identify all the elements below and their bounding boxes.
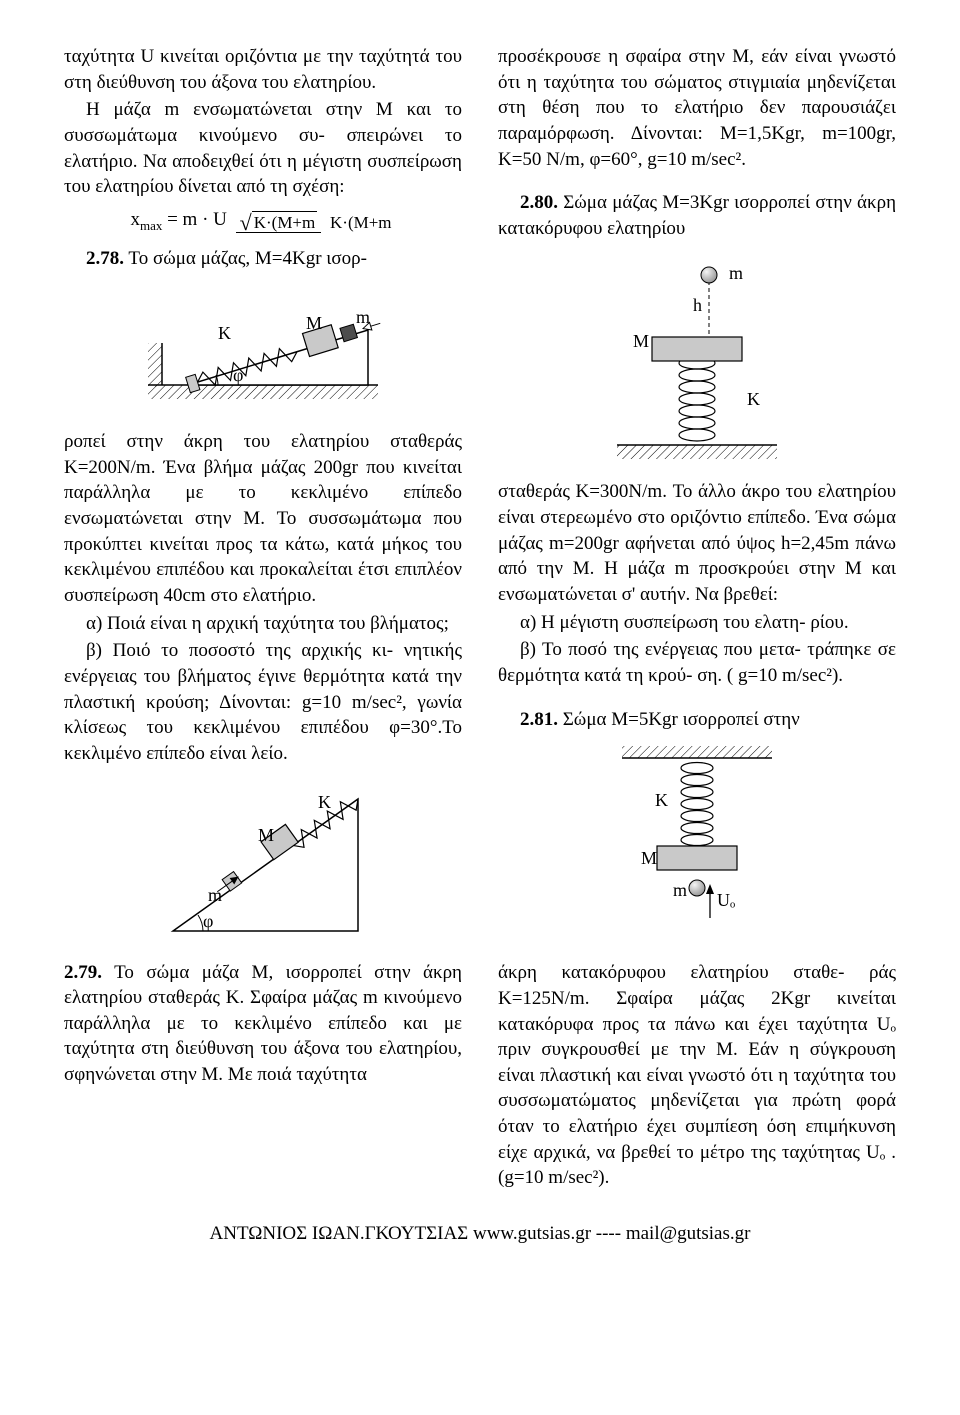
fig278-M: M bbox=[306, 313, 322, 333]
fig278-m: m bbox=[356, 307, 370, 327]
p281-b: άκρη κατακόρυφου ελατηρίου σταθε- ράς K=… bbox=[498, 960, 896, 1191]
fig281-m: m bbox=[673, 880, 687, 900]
p277-cont-b: Η μάζα m ενσωματώνεται στην Μ και το συσ… bbox=[64, 97, 462, 200]
figure-281: K M m Uₒ bbox=[607, 746, 787, 946]
p280-q1: α) Η μέγιστη συσπείρωση του ελατη- ρίου. bbox=[498, 610, 896, 636]
fig279-M: M bbox=[258, 825, 274, 845]
fig279-m: m bbox=[208, 885, 222, 905]
fig278-K: K bbox=[218, 323, 231, 343]
p278-q2: β) Ποιό το ποσοστό της αρχικής κι- νητικ… bbox=[64, 638, 462, 766]
fig278-phi: φ bbox=[233, 365, 243, 385]
p279-lead: 2.79. Το σώμα μάζα Μ, ισορροπεί στην άκρ… bbox=[64, 960, 462, 1088]
p280-lead: 2.80. Σώμα μάζας M=3Kgr ισορροπεί στην ά… bbox=[498, 190, 896, 241]
p281-number: 2.81. bbox=[520, 709, 558, 730]
p278-number: 2.78. bbox=[86, 248, 124, 269]
formula-lhs1: x bbox=[130, 209, 140, 230]
p281-a: Σώμα M=5Kgr ισορροπεί στην bbox=[558, 709, 800, 730]
left-column: ταχύτητα U κινείται οριζόντια με την ταχ… bbox=[64, 44, 462, 1193]
fig281-M: M bbox=[641, 848, 657, 868]
p277-cont-a: ταχύτητα U κινείται οριζόντια με την ταχ… bbox=[64, 44, 462, 95]
p280-a: Σώμα μάζας M=3Kgr ισορροπεί στην άκρη κα… bbox=[498, 192, 896, 239]
fig280-h: h bbox=[693, 295, 702, 315]
formula-lhs2: = m · U bbox=[162, 209, 227, 230]
fig280-M: M bbox=[633, 331, 649, 351]
p280-q2: β) Το ποσό της ενέργειας που μετα- τράπη… bbox=[498, 637, 896, 688]
right-column: προσέκρουσε η σφαίρα στην Μ, εάν είναι γ… bbox=[498, 44, 896, 1193]
fig280-m: m bbox=[729, 263, 743, 283]
p279-number: 2.79. bbox=[64, 962, 102, 983]
fig280-K: K bbox=[747, 389, 760, 409]
formula-num: K·(M+m bbox=[252, 211, 318, 235]
formula-fraction: √K·(M+m K·(M+m bbox=[236, 206, 396, 236]
figure-279: K M m φ bbox=[148, 781, 378, 946]
figure-278: K M m φ bbox=[138, 285, 388, 415]
p279-text: Το σώμα μάζα Μ, ισορροπεί στην άκρη ελατ… bbox=[64, 962, 462, 1086]
p279-cont-b: προσέκρουσε η σφαίρα στην Μ, εάν είναι γ… bbox=[498, 44, 896, 172]
p278-lead: 2.78. Το σώμα μάζας, M=4Kgr ισορ- bbox=[64, 246, 462, 272]
formula-xmax: xmax = m · U √K·(M+m K·(M+m bbox=[64, 206, 462, 236]
fig281-Uo: Uₒ bbox=[717, 890, 735, 910]
p278-a: Το σώμα μάζας, M=4Kgr ισορ- bbox=[124, 248, 367, 269]
p281-lead: 2.81. Σώμα M=5Kgr ισορροπεί στην bbox=[498, 707, 896, 733]
page-footer: ΑΝΤΩΝΙΟΣ ΙΩΑΝ.ΓΚΟΥΤΣΙΑΣ www.gutsias.gr -… bbox=[64, 1223, 896, 1245]
p280-number: 2.80. bbox=[520, 192, 558, 213]
two-column-layout: ταχύτητα U κινείται οριζόντια με την ταχ… bbox=[64, 44, 896, 1193]
fig279-phi: φ bbox=[203, 911, 213, 931]
formula-lhs-sub: max bbox=[140, 218, 162, 233]
p278-q1: α) Ποιά είναι η αρχική ταχύτητα του βλήμ… bbox=[64, 611, 462, 637]
p280-b: σταθεράς K=300N/m. Το άλλο άκρο του ελατ… bbox=[498, 479, 896, 607]
page-root: ταχύτητα U κινείται οριζόντια με την ταχ… bbox=[0, 0, 960, 1285]
fig279-K: K bbox=[318, 792, 331, 812]
fig281-K: K bbox=[655, 790, 668, 810]
figure-280: m h M K bbox=[597, 255, 797, 465]
formula-den: K·(M+m bbox=[326, 213, 396, 232]
p278-b: ροπεί στην άκρη του ελατηρίου σταθεράς K… bbox=[64, 429, 462, 608]
